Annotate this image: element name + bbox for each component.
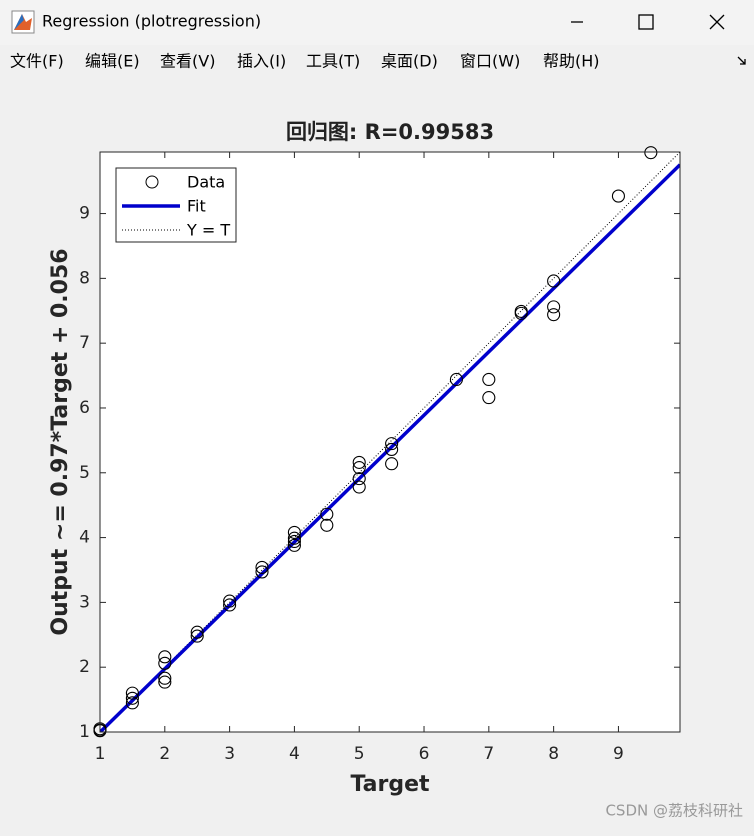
data-point (125, 691, 139, 705)
data-point (223, 598, 237, 612)
menu-item[interactable]: 查看(V) (160, 52, 215, 71)
y-tick-label: 3 (79, 592, 90, 612)
data-point (611, 189, 625, 203)
data-point (158, 671, 172, 685)
legend-label: Fit (187, 197, 206, 216)
y-tick-label: 9 (79, 204, 90, 224)
y-axis-label: Output ~= 0.97*Target + 0.056 (48, 248, 73, 635)
data-point (125, 686, 139, 700)
data-point (385, 442, 399, 457)
data-point (449, 372, 463, 387)
menu-item[interactable]: 文件(F) (10, 52, 64, 71)
y-tick-label: 5 (79, 463, 90, 483)
x-tick-label: 7 (483, 744, 494, 764)
data-point (255, 560, 269, 574)
menu-item[interactable]: 窗口(W) (460, 52, 520, 71)
data-point (514, 306, 528, 320)
app-icon (11, 10, 35, 34)
x-tick-label: 2 (159, 744, 170, 764)
x-tick-label: 9 (613, 744, 624, 764)
axes-box (99, 151, 681, 733)
data-point (320, 518, 334, 532)
menu-item[interactable]: 编辑(E) (85, 52, 140, 71)
legend-label: Y = T (186, 221, 230, 240)
data-point (287, 525, 301, 539)
chart-title: 回归图: R=0.99583 (286, 120, 494, 144)
data-point (547, 274, 561, 288)
window-title: Regression (plotregression) (42, 12, 261, 31)
data-point (190, 625, 204, 639)
x-tick-label: 6 (419, 744, 430, 764)
y-tick-label: 7 (79, 333, 90, 353)
close-button[interactable] (709, 14, 725, 30)
data-point (547, 300, 561, 314)
y-tick-label: 1 (79, 722, 90, 742)
data-point (190, 629, 204, 643)
legend-label: Data (187, 173, 225, 192)
data-point (158, 650, 172, 664)
menu-bar: 文件(F) 编辑(E) 查看(V) 插入(I) 工具(T) 桌面(D) 窗口(W) 帮助(H) (10, 52, 600, 71)
data-point (385, 437, 399, 451)
data-point (482, 391, 496, 405)
data-point (352, 461, 366, 475)
data-point (352, 455, 366, 469)
data-point (320, 507, 334, 521)
title-bar (0, 0, 754, 45)
x-tick-label: 4 (289, 744, 300, 764)
y-tick-label: 4 (79, 528, 90, 548)
legend: Data Fit Y = T (115, 167, 237, 243)
watermark: CSDN @荔枝科研社 (605, 802, 743, 820)
legend-marker (145, 175, 159, 189)
data-point (287, 531, 301, 545)
x-tick-label: 5 (354, 744, 365, 764)
data-point (287, 534, 301, 549)
x-tick-label: 1 (95, 744, 106, 764)
data-point (482, 372, 496, 387)
x-tick-label: 3 (224, 744, 235, 764)
data-point (352, 472, 366, 486)
x-tick-label: 8 (548, 744, 559, 764)
y-tick-label: 6 (79, 398, 90, 418)
data-point (385, 457, 399, 471)
menu-item[interactable]: 帮助(H) (543, 52, 600, 71)
menu-item[interactable]: 插入(I) (237, 52, 286, 71)
data-point (125, 696, 139, 710)
maximize-button[interactable] (638, 14, 654, 30)
y-tick-label: 2 (79, 657, 90, 677)
dock-icon[interactable] (737, 56, 746, 65)
menu-item[interactable]: 工具(T) (306, 52, 360, 71)
data-point (158, 675, 172, 689)
menu-item[interactable]: 桌面(D) (381, 52, 438, 71)
x-axis-label: Target (350, 772, 430, 797)
data-point (158, 656, 172, 670)
data-point (223, 594, 237, 608)
data-point (547, 308, 561, 322)
y-tick-label: 8 (79, 268, 90, 288)
data-point (352, 480, 366, 494)
data-point (287, 538, 301, 552)
data-point (644, 146, 658, 160)
data-point (255, 565, 269, 579)
